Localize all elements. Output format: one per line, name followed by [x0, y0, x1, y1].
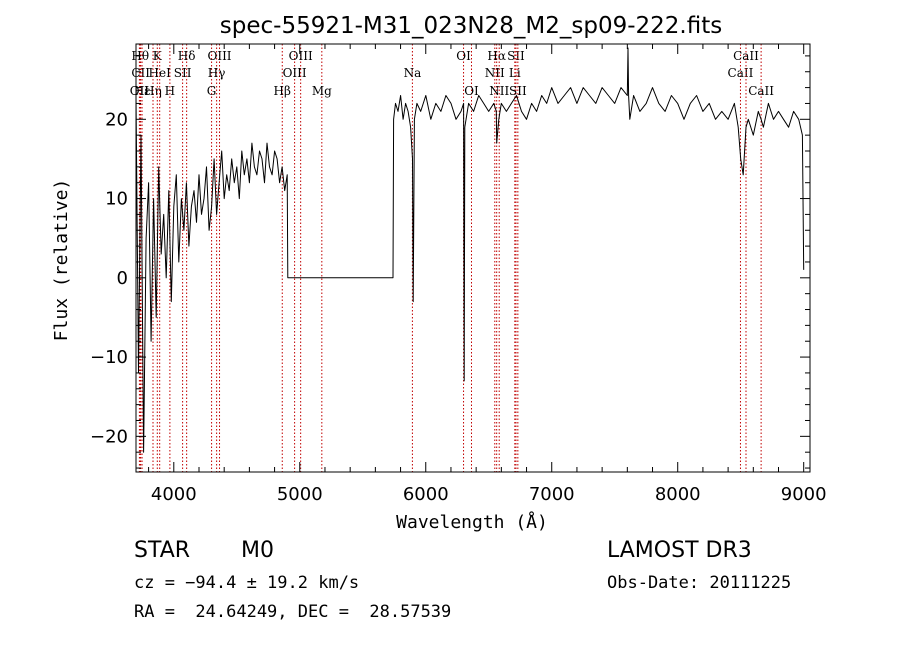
axis-ticks: 4000 5000 6000 7000 8000 9000 −20 −10 0 10 20	[90, 44, 827, 505]
line-marker-label: OIII	[207, 49, 231, 63]
line-marker-label: CaII	[748, 84, 774, 98]
x-tick-label: 7000	[529, 484, 575, 505]
line-marker-label: Hα	[487, 49, 506, 63]
series-layer	[135, 47, 805, 453]
line-marker-label: CII	[131, 66, 150, 80]
line-marker-label: Mg	[312, 84, 332, 98]
x-tick-label: 9000	[781, 484, 827, 505]
y-axis-label: Flux (relative)	[51, 179, 72, 342]
line-marker-label: CaII	[728, 66, 754, 80]
line-marker-label: NII	[485, 66, 505, 80]
x-tick-label: 8000	[655, 484, 701, 505]
line-marker-label: HeI	[149, 66, 172, 80]
line-marker-label: Hβ	[274, 84, 291, 98]
line-marker-label: K	[153, 49, 163, 63]
line-marker-label: Li	[509, 66, 521, 80]
line-marker-label: SII	[509, 84, 527, 98]
line-marker-label: H	[165, 84, 175, 98]
spectrum-line-0	[135, 47, 805, 453]
object-subclass: M0	[241, 538, 274, 563]
line-marker-label: G	[207, 84, 217, 98]
y-tick-label: −20	[90, 426, 128, 447]
line-marker-label: Na	[404, 66, 422, 80]
line-marker-label: Hγ	[208, 66, 226, 80]
y-tick-label: 0	[117, 268, 128, 289]
observation-date: Obs-Date: 20111225	[607, 573, 792, 593]
sky-coordinates: RA = 24.64249, DEC = 28.57539	[134, 602, 452, 622]
redshift-velocity: cz = −94.4 ± 19.2 km/s	[134, 573, 360, 593]
x-tick-label: 5000	[277, 484, 323, 505]
y-tick-label: 10	[105, 189, 128, 210]
line-marker-label: OI	[464, 84, 479, 98]
x-tick-label: 6000	[403, 484, 449, 505]
plot-frame	[135, 43, 811, 473]
line-marker-label: NII	[489, 84, 509, 98]
y-tick-label: −10	[90, 347, 128, 368]
line-marker-label: OII	[130, 84, 150, 98]
object-class: STAR	[134, 538, 191, 563]
line-marker-label: Hδ	[178, 49, 196, 63]
y-tick-label: 20	[105, 109, 128, 130]
x-tick-label: 4000	[151, 484, 197, 505]
survey-name: LAMOST DR3	[607, 538, 752, 563]
chart-title: spec-55921-M31_023N28_M2_sp09-222.fits	[220, 13, 722, 39]
line-marker-label: OI	[456, 49, 471, 63]
line-marker-label: SII	[174, 66, 192, 80]
line-marker-label: OIII	[283, 66, 307, 80]
line-marker-label: OIII	[289, 49, 313, 63]
line-marker-label: CaII	[733, 49, 759, 63]
line-marker-label: SII	[507, 49, 525, 63]
x-axis-label: Wavelength (Å)	[396, 511, 548, 533]
